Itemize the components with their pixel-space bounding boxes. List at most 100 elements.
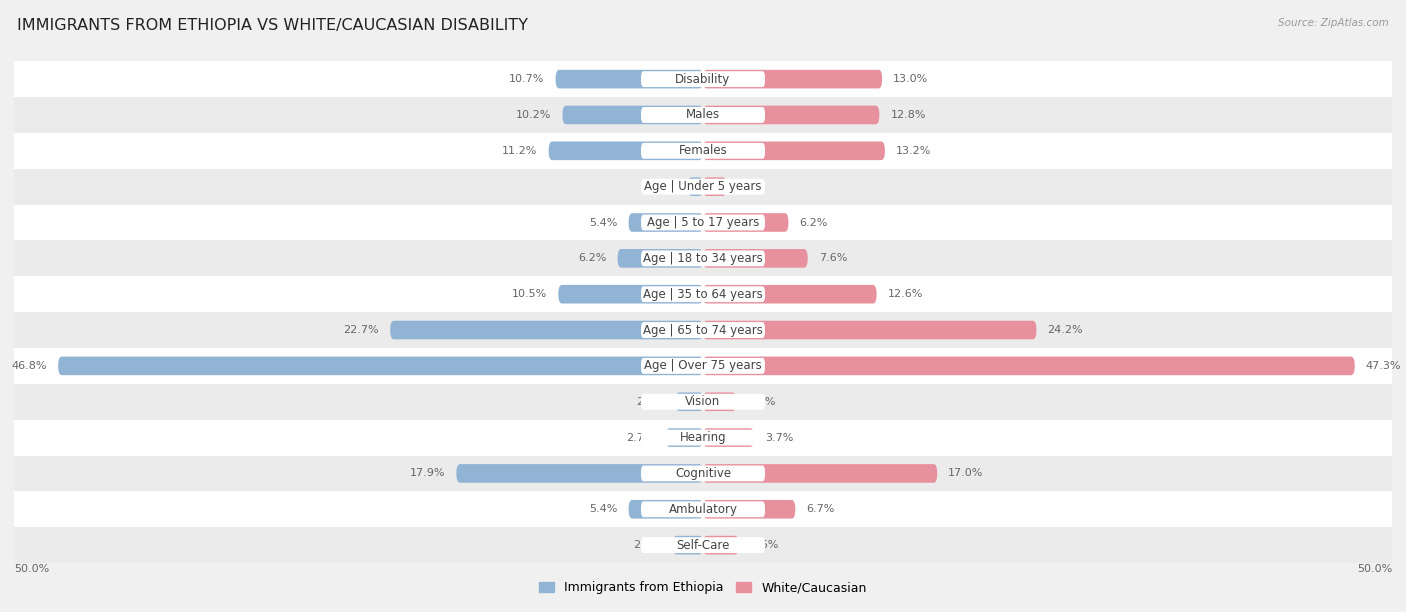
Text: 2.6%: 2.6% xyxy=(749,540,779,550)
FancyBboxPatch shape xyxy=(703,141,884,160)
FancyBboxPatch shape xyxy=(688,177,703,196)
Text: Vision: Vision xyxy=(685,395,721,408)
FancyBboxPatch shape xyxy=(14,348,1392,384)
Text: 1.7%: 1.7% xyxy=(738,182,766,192)
Text: 17.9%: 17.9% xyxy=(409,468,446,479)
FancyBboxPatch shape xyxy=(641,394,765,409)
Text: Males: Males xyxy=(686,108,720,121)
FancyBboxPatch shape xyxy=(703,213,789,232)
Text: Self-Care: Self-Care xyxy=(676,539,730,551)
FancyBboxPatch shape xyxy=(617,249,703,267)
Text: 47.3%: 47.3% xyxy=(1365,361,1402,371)
FancyBboxPatch shape xyxy=(703,70,882,89)
FancyBboxPatch shape xyxy=(641,71,765,87)
FancyBboxPatch shape xyxy=(14,276,1392,312)
FancyBboxPatch shape xyxy=(672,536,703,554)
FancyBboxPatch shape xyxy=(703,500,796,518)
Text: 13.2%: 13.2% xyxy=(896,146,931,156)
Text: Cognitive: Cognitive xyxy=(675,467,731,480)
FancyBboxPatch shape xyxy=(555,70,703,89)
FancyBboxPatch shape xyxy=(703,249,807,267)
FancyBboxPatch shape xyxy=(641,286,765,302)
FancyBboxPatch shape xyxy=(14,312,1392,348)
Text: 6.2%: 6.2% xyxy=(578,253,606,263)
FancyBboxPatch shape xyxy=(666,428,703,447)
Text: 13.0%: 13.0% xyxy=(893,74,928,84)
Text: IMMIGRANTS FROM ETHIOPIA VS WHITE/CAUCASIAN DISABILITY: IMMIGRANTS FROM ETHIOPIA VS WHITE/CAUCAS… xyxy=(17,18,527,34)
Text: 5.4%: 5.4% xyxy=(589,504,617,514)
Text: Age | 5 to 17 years: Age | 5 to 17 years xyxy=(647,216,759,229)
Text: 7.6%: 7.6% xyxy=(818,253,848,263)
FancyBboxPatch shape xyxy=(628,500,703,518)
Text: Age | Over 75 years: Age | Over 75 years xyxy=(644,359,762,372)
FancyBboxPatch shape xyxy=(641,537,765,553)
Text: 10.5%: 10.5% xyxy=(512,289,547,299)
Text: Age | Under 5 years: Age | Under 5 years xyxy=(644,180,762,193)
FancyBboxPatch shape xyxy=(641,501,765,517)
FancyBboxPatch shape xyxy=(703,536,738,554)
FancyBboxPatch shape xyxy=(14,204,1392,241)
Text: 12.8%: 12.8% xyxy=(890,110,927,120)
FancyBboxPatch shape xyxy=(641,179,765,195)
FancyBboxPatch shape xyxy=(558,285,703,304)
FancyBboxPatch shape xyxy=(703,428,754,447)
FancyBboxPatch shape xyxy=(703,285,876,304)
Text: 50.0%: 50.0% xyxy=(14,564,49,574)
Text: 17.0%: 17.0% xyxy=(948,468,984,479)
FancyBboxPatch shape xyxy=(703,177,727,196)
FancyBboxPatch shape xyxy=(628,213,703,232)
FancyBboxPatch shape xyxy=(391,321,703,340)
FancyBboxPatch shape xyxy=(641,358,765,374)
FancyBboxPatch shape xyxy=(14,420,1392,455)
FancyBboxPatch shape xyxy=(641,322,765,338)
FancyBboxPatch shape xyxy=(14,133,1392,169)
Text: 2.4%: 2.4% xyxy=(747,397,776,407)
FancyBboxPatch shape xyxy=(703,464,938,483)
Text: 12.6%: 12.6% xyxy=(887,289,922,299)
FancyBboxPatch shape xyxy=(14,169,1392,204)
Text: 3.7%: 3.7% xyxy=(765,433,793,442)
FancyBboxPatch shape xyxy=(548,141,703,160)
FancyBboxPatch shape xyxy=(703,106,879,124)
FancyBboxPatch shape xyxy=(457,464,703,483)
Text: 2.2%: 2.2% xyxy=(633,540,662,550)
Text: 2.7%: 2.7% xyxy=(626,433,655,442)
Text: 1.1%: 1.1% xyxy=(648,182,676,192)
Text: Hearing: Hearing xyxy=(679,431,727,444)
Text: 10.7%: 10.7% xyxy=(509,74,544,84)
FancyBboxPatch shape xyxy=(14,97,1392,133)
FancyBboxPatch shape xyxy=(58,357,703,375)
FancyBboxPatch shape xyxy=(703,321,1036,340)
Text: 10.2%: 10.2% xyxy=(516,110,551,120)
FancyBboxPatch shape xyxy=(14,455,1392,491)
Text: Age | 35 to 64 years: Age | 35 to 64 years xyxy=(643,288,763,300)
FancyBboxPatch shape xyxy=(641,430,765,446)
Legend: Immigrants from Ethiopia, White/Caucasian: Immigrants from Ethiopia, White/Caucasia… xyxy=(534,577,872,599)
FancyBboxPatch shape xyxy=(641,250,765,266)
Text: Females: Females xyxy=(679,144,727,157)
FancyBboxPatch shape xyxy=(562,106,703,124)
FancyBboxPatch shape xyxy=(14,241,1392,276)
Text: 6.2%: 6.2% xyxy=(800,217,828,228)
FancyBboxPatch shape xyxy=(14,61,1392,97)
Text: 22.7%: 22.7% xyxy=(343,325,380,335)
Text: Ambulatory: Ambulatory xyxy=(668,503,738,516)
FancyBboxPatch shape xyxy=(14,384,1392,420)
FancyBboxPatch shape xyxy=(703,392,737,411)
FancyBboxPatch shape xyxy=(641,215,765,231)
Text: 46.8%: 46.8% xyxy=(11,361,48,371)
FancyBboxPatch shape xyxy=(641,466,765,482)
Text: 6.7%: 6.7% xyxy=(807,504,835,514)
Text: 50.0%: 50.0% xyxy=(1357,564,1392,574)
FancyBboxPatch shape xyxy=(641,107,765,123)
FancyBboxPatch shape xyxy=(641,143,765,159)
FancyBboxPatch shape xyxy=(14,527,1392,563)
Text: 5.4%: 5.4% xyxy=(589,217,617,228)
Text: Disability: Disability xyxy=(675,73,731,86)
FancyBboxPatch shape xyxy=(14,491,1392,527)
Text: Age | 65 to 74 years: Age | 65 to 74 years xyxy=(643,324,763,337)
Text: 2.0%: 2.0% xyxy=(636,397,665,407)
Text: Source: ZipAtlas.com: Source: ZipAtlas.com xyxy=(1278,18,1389,28)
FancyBboxPatch shape xyxy=(675,392,703,411)
Text: Age | 18 to 34 years: Age | 18 to 34 years xyxy=(643,252,763,265)
